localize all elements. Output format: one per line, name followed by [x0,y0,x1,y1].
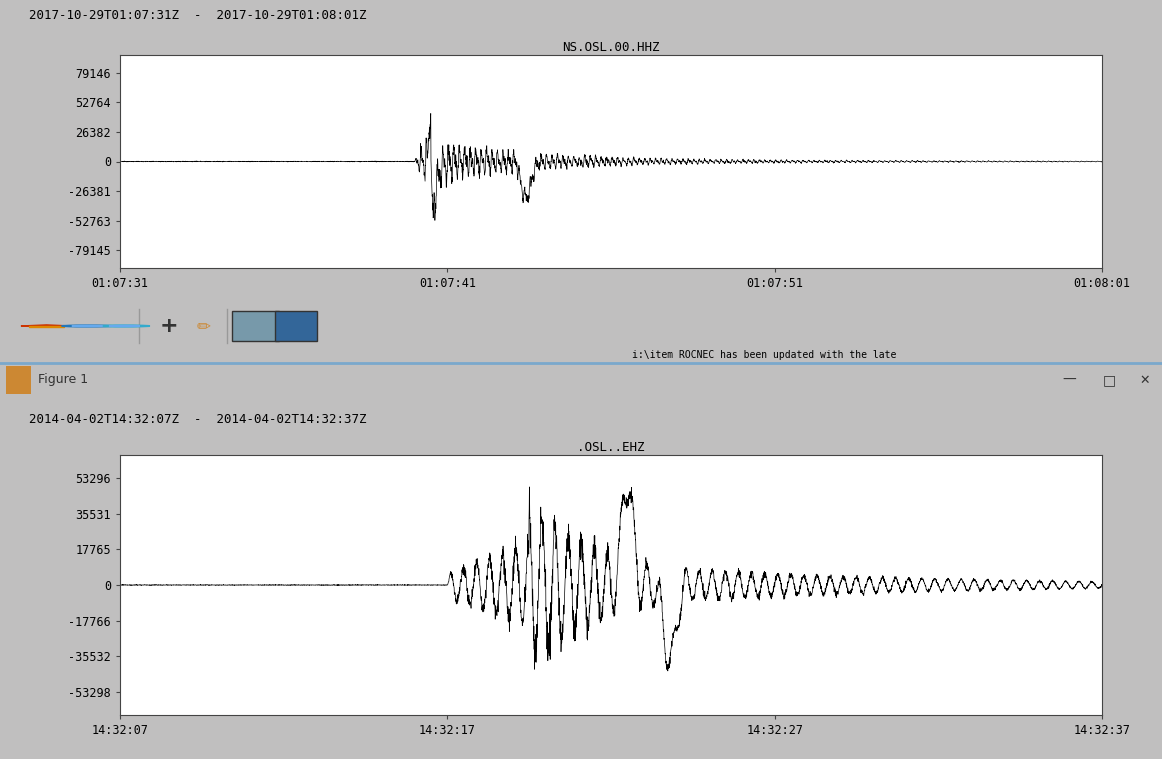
FancyBboxPatch shape [232,311,279,341]
Text: Figure 1: Figure 1 [38,373,88,386]
FancyBboxPatch shape [275,311,317,341]
Text: ✕: ✕ [1139,373,1150,386]
Text: □: □ [1103,373,1117,387]
Bar [6,366,31,395]
Text: +: + [159,316,178,336]
Text: i:\item ROCNEC has been updated with the late: i:\item ROCNEC has been updated with the… [632,349,897,360]
Text: —: — [1062,373,1076,387]
Text: 2014-04-02T14:32:07Z  -  2014-04-02T14:32:37Z: 2014-04-02T14:32:07Z - 2014-04-02T14:32:… [29,413,366,426]
Title: NS.OSL.00.HHZ: NS.OSL.00.HHZ [562,41,660,54]
Text: ✏: ✏ [196,317,210,335]
Circle shape [62,325,113,327]
Circle shape [99,325,150,327]
Title: .OSL..EHZ: .OSL..EHZ [578,441,645,454]
Text: 2017-10-29T01:07:31Z  -  2017-10-29T01:08:01Z: 2017-10-29T01:07:31Z - 2017-10-29T01:08:… [29,9,366,22]
Polygon shape [21,325,72,326]
